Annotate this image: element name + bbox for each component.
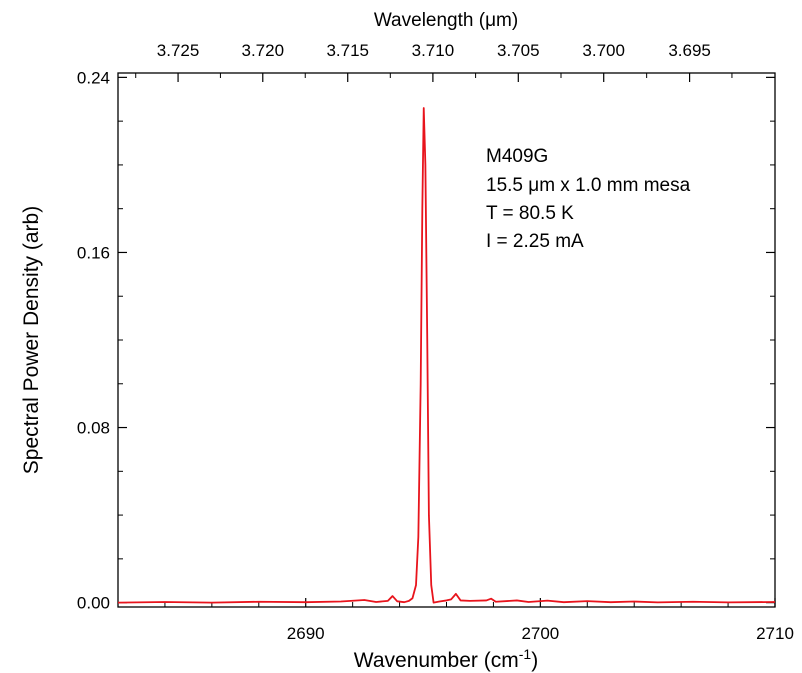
- y-axis-title: Spectral Power Density (arb): [20, 206, 43, 474]
- y-tick-label: 0.16: [77, 243, 110, 262]
- annotation-current: I = 2.25 mA: [486, 231, 584, 252]
- x-axis-title: Wavenumber (cm-1): [354, 646, 538, 672]
- x-tick-label: 2710: [756, 624, 794, 643]
- x-tick-label: 2690: [287, 624, 325, 643]
- top-tick-label: 3.710: [412, 41, 455, 60]
- annotation-sample: M409G: [486, 146, 548, 167]
- top-tick-label: 3.715: [326, 41, 369, 60]
- x-axis-title-sup: -1: [519, 646, 532, 662]
- annotation-block: M409G 15.5 μm x 1.0 mm mesa T = 80.5 K I…: [486, 146, 691, 252]
- top-tick-label: 3.695: [668, 41, 711, 60]
- bottom-axis-ticks: 2690 2700 2710: [117, 598, 794, 643]
- x-tick-label: 2700: [521, 624, 559, 643]
- top-axis-title: Wavelength (μm): [374, 10, 518, 31]
- top-tick-label: 3.705: [497, 41, 540, 60]
- x-axis-title-close: ): [531, 649, 538, 672]
- top-axis-ticks: 3.725 3.720 3.715 3.710 3.705 3.700 3.695: [135, 41, 733, 82]
- annotation-temperature: T = 80.5 K: [486, 203, 574, 224]
- top-tick-label: 3.700: [582, 41, 625, 60]
- left-axis-ticks: 0.00 0.08 0.16 0.24: [77, 68, 127, 613]
- spectrum-series-line: [117, 107, 776, 604]
- x-axis-title-main: Wavenumber (cm: [354, 649, 519, 672]
- y-tick-label: 0.08: [77, 419, 110, 438]
- y-tick-label: 0.24: [77, 68, 110, 87]
- top-tick-label: 3.725: [157, 41, 200, 60]
- right-axis-ticks: [766, 76, 775, 604]
- plot-frame: [117, 72, 776, 608]
- top-tick-label: 3.720: [242, 41, 285, 60]
- annotation-mesa: 15.5 μm x 1.0 mm mesa: [486, 175, 691, 196]
- y-tick-label: 0.00: [77, 594, 110, 613]
